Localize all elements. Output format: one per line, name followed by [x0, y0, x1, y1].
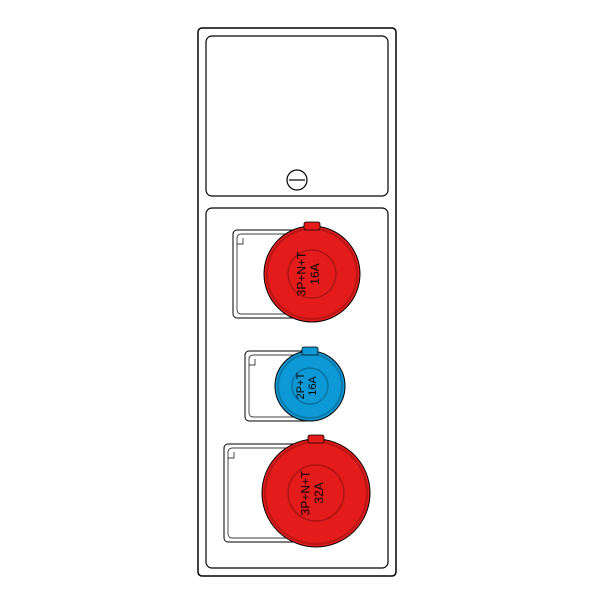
distribution-panel-diagram: 3P+N+T16A 2P+T16A 3P+N+T32A [0, 0, 600, 600]
socket-cap-hinge [308, 435, 324, 443]
socket-2p-t-16a: 2P+T16A [245, 347, 345, 421]
socket-3p-n-t-16a: 3P+N+T16A [233, 222, 360, 322]
socket-cap-hinge [302, 347, 318, 355]
socket-cap-hinge [304, 222, 320, 230]
socket-3p-n-t-32a: 3P+N+T32A [224, 435, 370, 547]
socket-label: 2P+T16A [295, 372, 319, 399]
